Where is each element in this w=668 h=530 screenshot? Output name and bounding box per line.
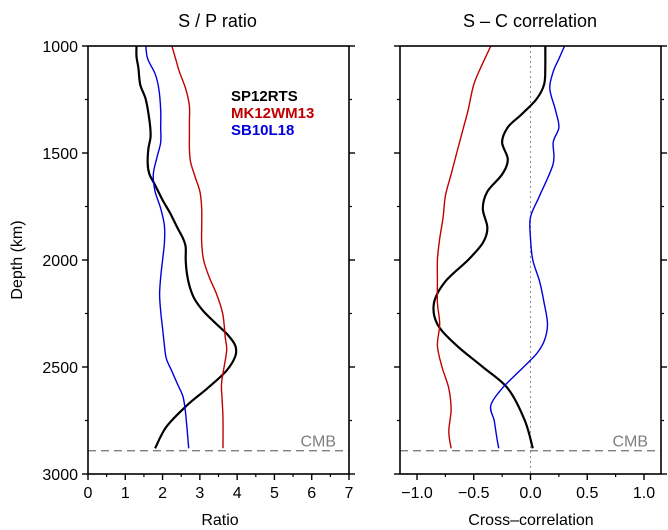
left-series — [135, 45, 238, 449]
x-tick-label: 6 — [307, 485, 316, 502]
right-plot-frame — [399, 45, 662, 475]
x-tick-label: 1 — [121, 485, 130, 502]
x-tick-label: 0.0 — [519, 485, 541, 502]
y-tick-label: 3000 — [42, 467, 78, 484]
legend-entry-sb10l18: SB10L18 — [231, 122, 294, 139]
right-x-axis-label: Cross–correlation — [468, 512, 593, 529]
x-tick-label: 0.5 — [576, 485, 598, 502]
sp-ratio-panel: S / P ratio Ratio Depth (km) 0 1 2 3 4 5 6 7 100… — [9, 11, 355, 529]
x-tick-label: 1.0 — [633, 485, 655, 502]
y-axis-label: Depth (km) — [9, 220, 26, 299]
right-series-mk12wm13-line — [436, 45, 492, 449]
x-tick-label: 5 — [270, 485, 279, 502]
y-tick-label: 1000 — [42, 39, 78, 56]
x-tick-label: 0 — [84, 485, 93, 502]
right-cmb-group: CMB — [400, 434, 661, 452]
left-plot-frame — [87, 45, 350, 475]
sc-correlation-panel: S – C correlation Cross–correlation −1.0… — [394, 11, 667, 529]
y-tick-label: 1500 — [42, 146, 78, 163]
left-series-mk12wm13-line — [171, 45, 228, 449]
right-cmb-label: CMB — [612, 434, 648, 451]
left-panel-title: S / P ratio — [178, 11, 257, 31]
legend-entry-mk12wm13: MK12WM13 — [231, 105, 314, 122]
y-tick-label: 2000 — [42, 253, 78, 270]
x-tick-label: 2 — [158, 485, 167, 502]
x-tick-label: 7 — [345, 485, 354, 502]
x-tick-label: −1.0 — [401, 485, 433, 502]
right-series-sb10l18-line — [489, 45, 566, 449]
left-series-sp12rts-line — [135, 45, 238, 449]
right-series — [432, 45, 566, 449]
x-tick-label: −0.5 — [458, 485, 490, 502]
right-series-sp12rts-line — [432, 45, 547, 449]
right-panel-title: S – C correlation — [463, 11, 597, 31]
left-cmb-label: CMB — [300, 434, 336, 451]
legend-entry-sp12rts: SP12RTS — [231, 88, 298, 105]
left-x-axis-label: Ratio — [201, 512, 238, 529]
y-tick-label: 2500 — [42, 360, 78, 377]
left-cmb-group: CMB — [88, 434, 349, 452]
left-series-sb10l18-line — [145, 45, 190, 449]
legend: SP12RTS MK12WM13 SB10L18 — [231, 88, 314, 139]
x-tick-label: 4 — [233, 485, 242, 502]
right-ticks: −1.0 −0.5 0.0 0.5 1.0 — [394, 45, 667, 502]
x-tick-label: 3 — [195, 485, 204, 502]
left-ticks: 0 1 2 3 4 5 6 7 1000 1500 2000 2500 3000 — [42, 39, 355, 502]
